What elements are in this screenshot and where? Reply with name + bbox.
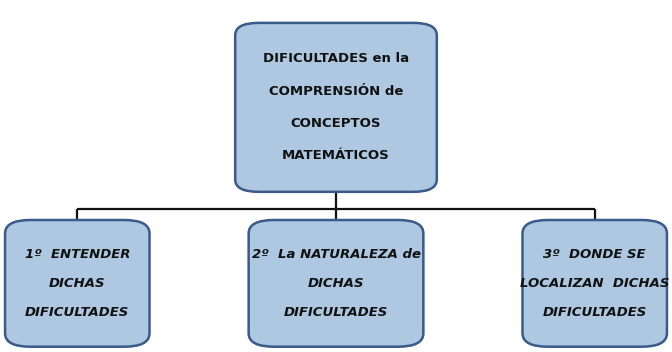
Text: DIFICULTADES: DIFICULTADES bbox=[284, 306, 388, 319]
Text: DIFICULTADES: DIFICULTADES bbox=[25, 306, 130, 319]
FancyBboxPatch shape bbox=[5, 220, 149, 347]
FancyBboxPatch shape bbox=[523, 220, 667, 347]
Text: 3º  DONDE SE: 3º DONDE SE bbox=[544, 248, 646, 261]
Text: DICHAS: DICHAS bbox=[49, 277, 106, 290]
Text: COMPRENSIÓN de: COMPRENSIÓN de bbox=[269, 85, 403, 98]
Text: CONCEPTOS: CONCEPTOS bbox=[291, 117, 381, 130]
Text: 1º  ENTENDER: 1º ENTENDER bbox=[25, 248, 130, 261]
Text: DIFICULTADES: DIFICULTADES bbox=[542, 306, 647, 319]
Text: DIFICULTADES en la: DIFICULTADES en la bbox=[263, 52, 409, 65]
Text: DICHAS: DICHAS bbox=[308, 277, 364, 290]
FancyBboxPatch shape bbox=[249, 220, 423, 347]
Text: MATEMÁTICOS: MATEMÁTICOS bbox=[282, 150, 390, 162]
FancyBboxPatch shape bbox=[235, 23, 437, 192]
Text: LOCALIZAN  DICHAS: LOCALIZAN DICHAS bbox=[520, 277, 669, 290]
Text: 2º  La NATURALEZA de: 2º La NATURALEZA de bbox=[251, 248, 421, 261]
